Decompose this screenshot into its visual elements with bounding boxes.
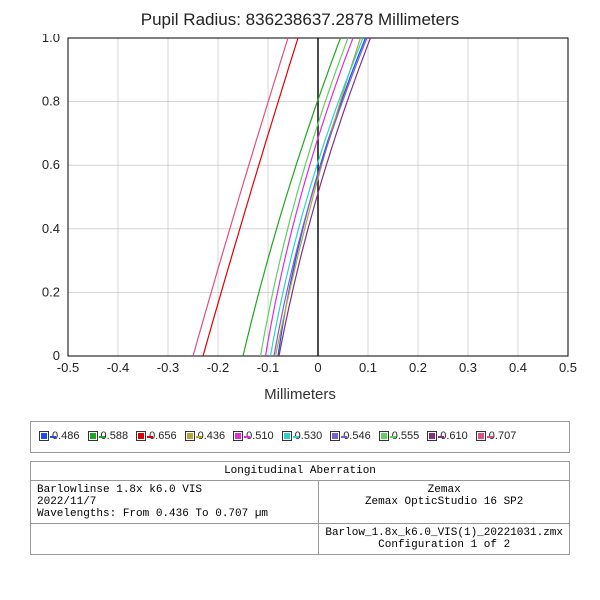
info-table: Longitudinal Aberration Barlowlinse 1.8x… [30, 461, 570, 555]
legend-label: 0.510 [246, 430, 274, 442]
svg-text:-0.3: -0.3 [157, 360, 179, 375]
legend-label: 0.707 [489, 430, 517, 442]
legend-item: 0.486 [39, 428, 80, 446]
svg-text:-0.5: -0.5 [57, 360, 79, 375]
svg-text:0.2: 0.2 [409, 360, 427, 375]
info-config: Configuration 1 of 2 [378, 539, 510, 551]
legend-marker-icon [39, 431, 49, 441]
chart-area: -0.5 -0.4 -0.3 -0.2 -0.1 0 0.1 0.2 0.3 0.4 0.5 0 0.2… [20, 34, 580, 384]
info-wavelengths: Wavelengths: From 0.436 To 0.707 µm [37, 508, 268, 520]
chart-svg: -0.5 -0.4 -0.3 -0.2 -0.1 0 0.1 0.2 0.3 0.4 0.5 0 0.2… [20, 34, 580, 384]
legend-label: 0.530 [295, 430, 323, 442]
svg-text:0: 0 [53, 348, 60, 363]
info-header: Longitudinal Aberration [31, 461, 570, 480]
legend-item: 0.436 [185, 428, 226, 446]
info-date: 2022/11/7 [37, 496, 96, 508]
legend-item: 0.656 [136, 428, 177, 446]
svg-text:-0.4: -0.4 [107, 360, 129, 375]
svg-text:0.4: 0.4 [42, 221, 60, 236]
legend-label: 0.656 [149, 430, 177, 442]
legend-marker-icon [233, 431, 243, 441]
info-left-cell: Barlowlinse 1.8x k6.0 VIS 2022/11/7 Wave… [31, 480, 319, 523]
svg-text:0.3: 0.3 [459, 360, 477, 375]
legend-item: 0.546 [330, 428, 371, 446]
svg-text:0.6: 0.6 [42, 157, 60, 172]
legend-marker-icon [476, 431, 486, 441]
legend-item: 0.530 [282, 428, 323, 446]
legend-marker-icon [427, 431, 437, 441]
chart-title: Pupil Radius: 836238637.2878 Millimeters [20, 10, 580, 30]
x-axis-label: Millimeters [20, 386, 580, 403]
info-bottom-right: Barlow_1.8x_k6.0_VIS(1)_20221031.zmx Con… [319, 523, 570, 554]
info-version: Zemax OpticStudio 16 SP2 [365, 496, 523, 508]
svg-text:0.1: 0.1 [359, 360, 377, 375]
legend-item: 0.588 [88, 428, 129, 446]
svg-text:0.2: 0.2 [42, 284, 60, 299]
legend-item: 0.510 [233, 428, 274, 446]
legend-label: 0.546 [343, 430, 371, 442]
legend-item: 0.610 [427, 428, 468, 446]
legend-label: 0.555 [392, 430, 420, 442]
legend-marker-icon [88, 431, 98, 441]
chart-container: Pupil Radius: 836238637.2878 Millimeters… [0, 0, 600, 600]
legend-item: 0.707 [476, 428, 517, 446]
legend-label: 0.486 [52, 430, 80, 442]
svg-text:1.0: 1.0 [42, 34, 60, 45]
info-right-cell: Zemax Zemax OpticStudio 16 SP2 [319, 480, 570, 523]
legend-marker-icon [282, 431, 292, 441]
info-filename: Barlow_1.8x_k6.0_VIS(1)_20221031.zmx [325, 527, 563, 539]
legend-label: 0.588 [101, 430, 129, 442]
legend-marker-icon [185, 431, 195, 441]
legend-marker-icon [136, 431, 146, 441]
legend-marker-icon [330, 431, 340, 441]
legend-item: 0.555 [379, 428, 420, 446]
svg-text:-0.2: -0.2 [207, 360, 229, 375]
svg-text:0: 0 [314, 360, 321, 375]
info-lens: Barlowlinse 1.8x k6.0 VIS [37, 484, 202, 496]
legend-label: 0.610 [440, 430, 468, 442]
svg-text:0.4: 0.4 [509, 360, 527, 375]
svg-text:0.5: 0.5 [559, 360, 577, 375]
legend-marker-icon [379, 431, 389, 441]
svg-text:0.8: 0.8 [42, 94, 60, 109]
svg-text:-0.1: -0.1 [257, 360, 279, 375]
info-bottom-left [31, 523, 319, 554]
legend: 0.486 0.588 0.656 0.436 0.510 0.530 0.546 0.555… [30, 421, 570, 453]
legend-label: 0.436 [198, 430, 226, 442]
info-software: Zemax [428, 484, 461, 496]
